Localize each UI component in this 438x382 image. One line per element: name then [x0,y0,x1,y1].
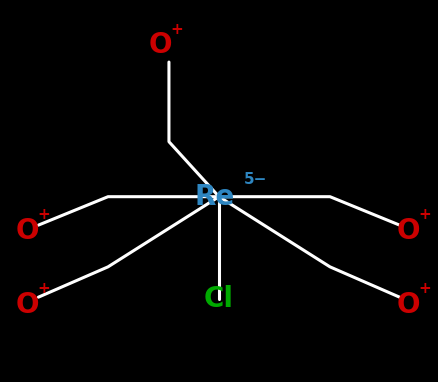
Text: +: + [418,281,431,296]
Text: O: O [396,291,420,319]
Text: Cl: Cl [204,285,234,313]
Text: O: O [16,217,39,245]
Text: 5−: 5− [244,172,268,187]
Text: +: + [38,281,50,296]
Text: O: O [16,291,39,319]
Text: +: + [38,207,50,222]
Text: Re: Re [194,183,235,211]
Text: +: + [170,21,183,37]
Text: +: + [418,207,431,222]
Text: O: O [148,31,172,59]
Text: O: O [396,217,420,245]
